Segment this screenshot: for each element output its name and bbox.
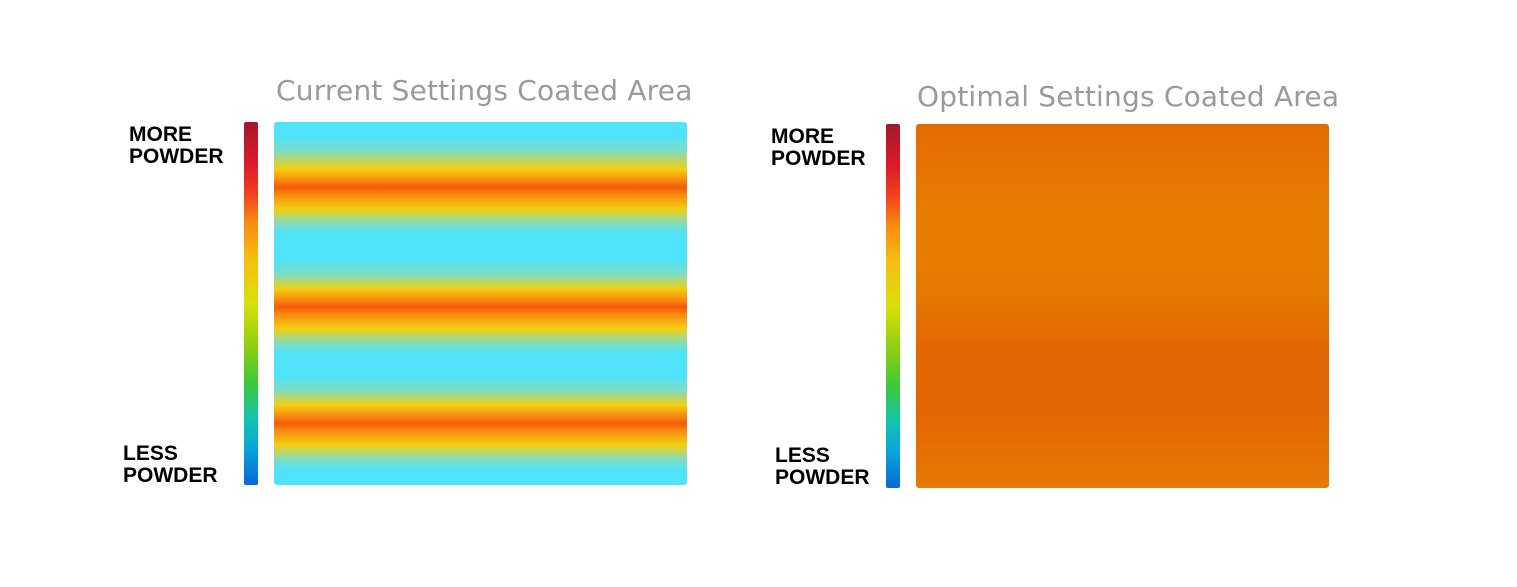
current-more-powder-label: MORE POWDER bbox=[129, 123, 224, 168]
current-coated-area-map bbox=[274, 122, 687, 485]
optimal-more-powder-label: MORE POWDER bbox=[771, 125, 866, 170]
optimal-color-scale-bar bbox=[886, 124, 900, 488]
optimal-less-powder-label: LESS POWDER bbox=[775, 444, 870, 489]
optimal-coated-area-map bbox=[916, 124, 1329, 488]
current-color-scale-bar bbox=[244, 122, 258, 485]
optimal-settings-title: Optimal Settings Coated Area bbox=[917, 80, 1340, 113]
current-settings-title: Current Settings Coated Area bbox=[276, 74, 693, 107]
current-less-powder-label: LESS POWDER bbox=[123, 442, 218, 487]
